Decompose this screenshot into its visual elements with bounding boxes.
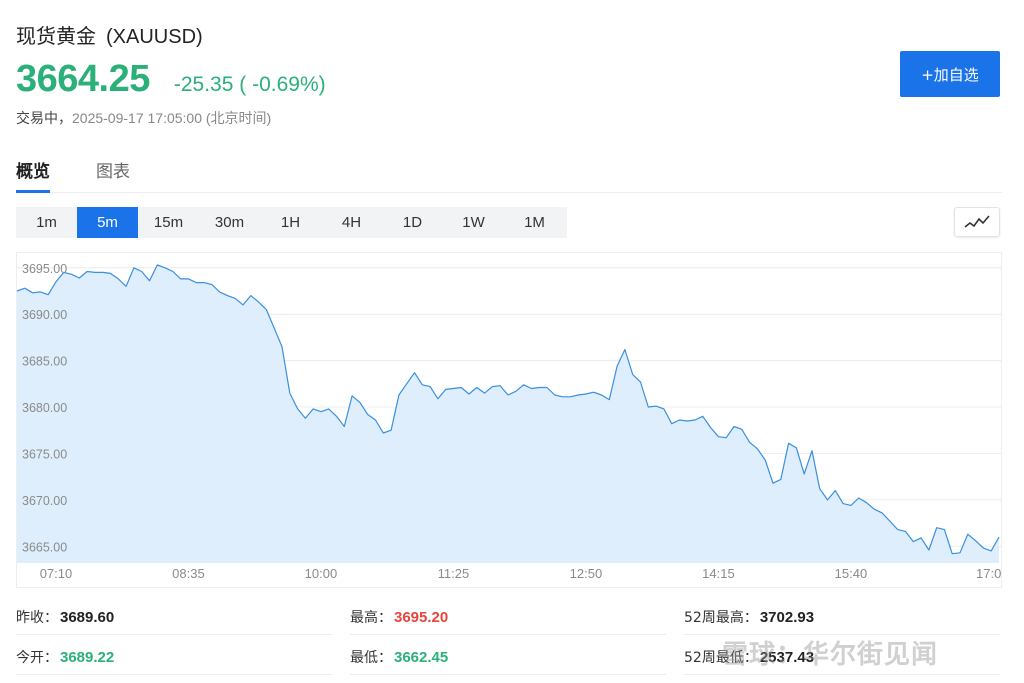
x-tick-label: 15:40 — [835, 566, 868, 581]
add-to-watchlist-button[interactable]: +加自选 — [900, 51, 1000, 97]
period-5m[interactable]: 5m — [77, 207, 138, 238]
period-1h[interactable]: 1H — [280, 214, 301, 231]
y-tick-label: 3695.00 — [22, 262, 67, 276]
y-tick-label: 3685.00 — [22, 355, 67, 369]
instrument-name: 现货黄金 — [16, 24, 96, 48]
period-30m[interactable]: 30m — [214, 214, 245, 231]
stat-value: 2537.43 — [759, 648, 815, 666]
price-line — [16, 264, 1000, 555]
tab-chart[interactable]: 图表 — [96, 162, 130, 182]
instrument-title: 现货黄金 (XAUUSD) — [16, 20, 203, 49]
stat-label: 今开： — [16, 650, 58, 666]
period-1mo[interactable]: 1M — [524, 214, 545, 231]
x-tick-label: 10:00 — [305, 566, 338, 581]
x-tick-label: 17:0 — [976, 566, 1001, 581]
price-change: -25.35 ( -0.69%) — [173, 73, 326, 96]
x-tick-label: 11:25 — [438, 566, 470, 581]
period-1m[interactable]: 1m — [36, 214, 57, 231]
x-tick-label: 07:10 — [40, 566, 73, 581]
chart-type-button[interactable] — [954, 207, 1000, 237]
x-tick-label: 12:50 — [570, 566, 603, 581]
period-1w[interactable]: 1W — [462, 214, 485, 231]
stat-value: 3695.20 — [394, 608, 449, 626]
period-1d[interactable]: 1D — [402, 214, 423, 231]
period-4h[interactable]: 4H — [341, 214, 362, 231]
watermark: 雪球：华尔街见闻 — [722, 640, 939, 670]
x-tick-label: 14:15 — [702, 566, 735, 581]
period-15m[interactable]: 15m — [153, 214, 184, 231]
stat-prev-close: 昨收： 3689.60 — [16, 600, 332, 635]
price-row: 3664.25 -25.35 ( -0.69%) — [16, 58, 326, 101]
last-price: 3664.25 — [16, 58, 150, 100]
stat-high: 最高： 3695.20 — [350, 600, 666, 635]
y-tick-label: 3675.00 — [22, 447, 67, 461]
y-tick-label: 3690.00 — [22, 308, 67, 322]
chart-svg: 3695.00 3690.00 3685.00 3680.00 3675.00 3670.… — [16, 252, 1002, 588]
stat-label: 52周最高： — [684, 610, 758, 626]
stat-52wk-high: 52周最高： 3702.93 — [684, 600, 1000, 635]
stat-52wk-low: 52周最低： 2537.43 — [684, 640, 1000, 675]
y-tick-label: 3680.00 — [22, 401, 67, 415]
stat-label: 昨收： — [16, 610, 58, 626]
stat-value: 3689.60 — [60, 608, 115, 626]
timestamp: 2025-09-17 17:05:00 (北京时间) — [72, 110, 272, 126]
stat-value: 3662.45 — [394, 648, 449, 666]
stat-label: 最高： — [350, 610, 392, 626]
period-selector: 1m 5m 15m 30m 1H 4H 1D 1W 1M — [16, 207, 567, 238]
status-label: 交易中， — [16, 111, 72, 127]
price-area — [17, 265, 999, 563]
tab-bar: 概览 图表 — [16, 152, 1002, 193]
tab-overview[interactable]: 概览 — [16, 152, 50, 193]
x-tick-label: 08:35 — [172, 566, 205, 581]
stat-label: 最低： — [350, 650, 392, 666]
y-tick-label: 3665.00 — [22, 540, 67, 554]
stat-label: 52周最低： — [684, 650, 758, 666]
instrument-symbol: (XAUUSD) — [106, 26, 203, 48]
stat-value: 3702.93 — [759, 608, 815, 626]
stat-open: 今开： 3689.22 — [16, 640, 332, 675]
price-chart[interactable]: 3695.00 3690.00 3685.00 3680.00 3675.00 3670.… — [16, 252, 1002, 588]
y-tick-label: 3670.00 — [22, 494, 67, 508]
line-chart-icon — [964, 215, 990, 228]
stat-value: 3689.22 — [60, 648, 115, 666]
trading-status: 交易中，2025-09-17 17:05:00 (北京时间) — [16, 108, 271, 128]
stat-low: 最低： 3662.45 — [350, 640, 666, 675]
